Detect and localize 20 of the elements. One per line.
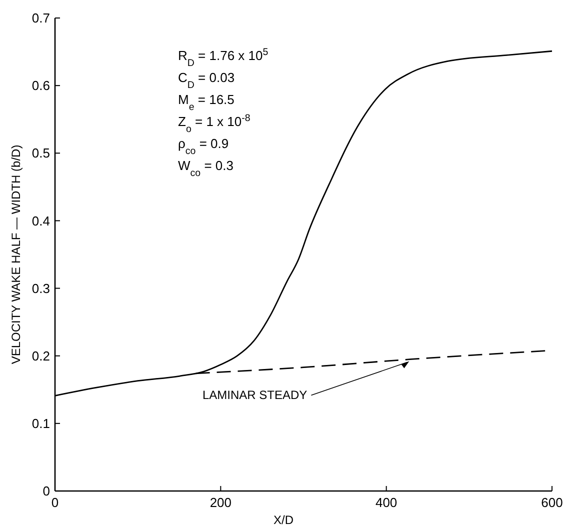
x-tick-label: 600 [541, 495, 563, 510]
annotation: ρ$_{co}$ = 0.9 [178, 136, 229, 156]
y-tick-label: 0.6 [32, 78, 50, 94]
y-tick-label: 0.1 [32, 416, 50, 431]
annotation: R$_{D}$ = 1.76 x 10$^{5}$ [178, 46, 269, 68]
x-axis-title: X/D [273, 513, 294, 527]
annotation: C$_{D}$ = 0.03 [178, 70, 235, 90]
y-axis-title: VELOCITY WAKE HALF — WIDTH (b/D) [9, 144, 23, 364]
y-tick-label: 0.2 [32, 348, 50, 364]
y-tick-label: 0 [42, 484, 50, 499]
annotation: LAMINAR STEADY [202, 388, 308, 402]
y-tick-label: 0.7 [32, 10, 50, 26]
x-tick-label: 400 [375, 495, 398, 510]
annotation: M$_{e}$ = 16.5 [178, 92, 234, 112]
y-tick-label: 0.5 [32, 146, 50, 161]
annotation: W$_{co}$ = 0.3 [178, 158, 234, 178]
annotation: Z$_{o}$ = 1 x 10$^{-8}$ [178, 112, 250, 134]
y-tick-label: 0.4 [32, 213, 50, 228]
x-tick-label: 200 [210, 495, 232, 510]
y-tick-label: 0.3 [32, 280, 50, 296]
